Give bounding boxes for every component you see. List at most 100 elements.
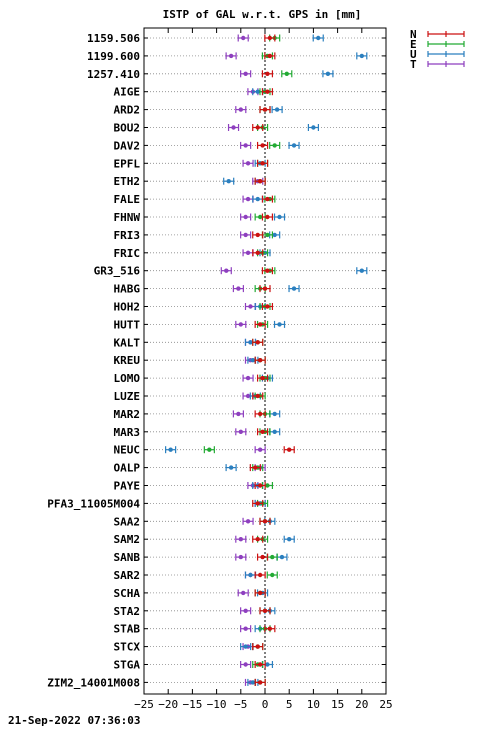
point-N-SCHA <box>254 589 266 597</box>
point-N-DAV2 <box>256 141 269 149</box>
station-label-EPFL: EPFL <box>114 157 141 170</box>
point-T-FRIC <box>242 249 254 257</box>
station-label-ARD2: ARD2 <box>114 104 141 117</box>
point-N-SAR2 <box>254 571 266 579</box>
point-N-PFA3_11005M004 <box>252 499 264 507</box>
station-label-STA2: STA2 <box>114 605 141 618</box>
point-T-STA2 <box>240 607 252 615</box>
point-T-EPFL <box>242 159 254 167</box>
station-label-SCHA: SCHA <box>114 587 141 600</box>
x-tick-label-15: 15 <box>331 698 344 711</box>
point-T-FRI3 <box>240 231 252 239</box>
point-U-ARD2 <box>271 106 283 114</box>
point-U-HABG <box>288 285 300 293</box>
point-N-ARD2 <box>259 106 271 114</box>
point-T-1257.410 <box>240 70 252 78</box>
data-marks <box>165 34 368 686</box>
x-tick-label--10: −10 <box>207 698 227 711</box>
point-T-STGA <box>240 661 252 668</box>
legend-swatch-E <box>427 41 465 47</box>
point-T-GR3_516 <box>220 267 232 275</box>
legend-swatch-T <box>427 61 465 67</box>
point-N-NEUC <box>283 446 295 454</box>
point-N-ETH2 <box>254 177 266 185</box>
point-U-MAR2 <box>269 410 281 418</box>
station-label-STAB: STAB <box>114 623 141 636</box>
x-tick-label--20: −20 <box>158 698 178 711</box>
point-T-HOH2 <box>244 303 257 310</box>
point-E-SAR2 <box>266 571 278 579</box>
station-label-STGA: STGA <box>114 659 141 672</box>
station-label-SAR2: SAR2 <box>114 569 141 582</box>
station-label-1257.410: 1257.410 <box>87 68 140 81</box>
station-label-NEUC: NEUC <box>114 444 141 457</box>
point-U-STCX <box>240 643 252 651</box>
station-label-SAM2: SAM2 <box>114 533 141 546</box>
point-N-FRIC <box>252 249 264 257</box>
point-N-1199.600 <box>264 52 276 60</box>
point-T-MAR2 <box>232 410 244 418</box>
point-T-SCHA <box>237 589 249 597</box>
legend-swatch-N <box>427 31 465 37</box>
point-N-EPFL <box>256 159 269 167</box>
station-label-FHNW: FHNW <box>114 211 141 224</box>
point-N-STA2 <box>259 607 271 615</box>
point-N-LUZE <box>252 392 264 400</box>
station-label-FRI3: FRI3 <box>114 229 141 242</box>
point-N-MAR2 <box>254 410 266 418</box>
station-label-HABG: HABG <box>114 283 141 296</box>
station-label-FRIC: FRIC <box>114 247 141 260</box>
station-label-STCX: STCX <box>114 641 141 654</box>
point-U-1159.506 <box>312 34 324 42</box>
point-N-MAR3 <box>256 428 269 436</box>
x-tick-label-10: 10 <box>307 698 320 711</box>
station-label-PAYE: PAYE <box>114 480 141 493</box>
point-U-ETH2 <box>223 177 235 185</box>
point-N-GR3_516 <box>261 267 274 275</box>
point-N-FHNW <box>261 213 274 221</box>
legend-label-N: N <box>410 28 417 41</box>
legend-label-E: E <box>410 38 417 51</box>
point-T-ARD2 <box>235 106 247 114</box>
x-tick-label--5: −5 <box>234 698 247 711</box>
legend-label-U: U <box>410 48 417 61</box>
point-E-NEUC <box>203 446 215 454</box>
timestamp: 21-Sep-2022 07:36:03 <box>8 714 141 727</box>
station-label-LUZE: LUZE <box>114 390 141 403</box>
station-label-SANB: SANB <box>114 551 141 564</box>
point-N-SAA2 <box>259 517 271 525</box>
point-U-FALE <box>252 195 264 203</box>
x-tick-label-20: 20 <box>355 698 368 711</box>
point-E-FRI3 <box>261 231 274 239</box>
station-label-KREU: KREU <box>114 354 141 367</box>
point-U-GR3_516 <box>356 267 368 275</box>
station-label-AIGE: AIGE <box>114 86 141 99</box>
point-N-HABG <box>259 285 271 293</box>
station-label-MAR3: MAR3 <box>114 426 141 439</box>
station-label-FALE: FALE <box>114 193 141 206</box>
point-N-BOU2 <box>252 124 264 131</box>
point-N-HUTT <box>254 320 266 328</box>
station-label-MAR2: MAR2 <box>114 408 141 421</box>
station-label-DAV2: DAV2 <box>114 139 141 152</box>
point-T-BOU2 <box>227 124 240 131</box>
point-T-DAV2 <box>240 141 252 149</box>
station-label-ZIM2_14001M008: ZIM2_14001M008 <box>47 676 140 689</box>
point-T-STAB <box>240 625 252 633</box>
point-N-FRI3 <box>252 231 264 239</box>
point-U-1199.600 <box>356 52 368 60</box>
legend-label-T: T <box>410 58 417 71</box>
point-T-HABG <box>232 285 244 293</box>
legend-swatch-U <box>427 51 465 57</box>
point-T-MAR3 <box>235 428 247 436</box>
point-T-SAA2 <box>242 517 254 525</box>
point-N-ZIM2_14001M008 <box>254 678 266 686</box>
point-N-1257.410 <box>261 70 274 78</box>
point-N-1159.506 <box>264 34 276 42</box>
point-T-NEUC <box>254 446 266 454</box>
station-label-HOH2: HOH2 <box>114 301 141 314</box>
point-T-1199.600 <box>225 52 237 60</box>
x-axis: −25 −20 −15 −10 −5 0 5 10 15 20 25 <box>134 28 393 711</box>
point-N-FALE <box>261 195 274 203</box>
station-label-KALT: KALT <box>114 336 141 349</box>
